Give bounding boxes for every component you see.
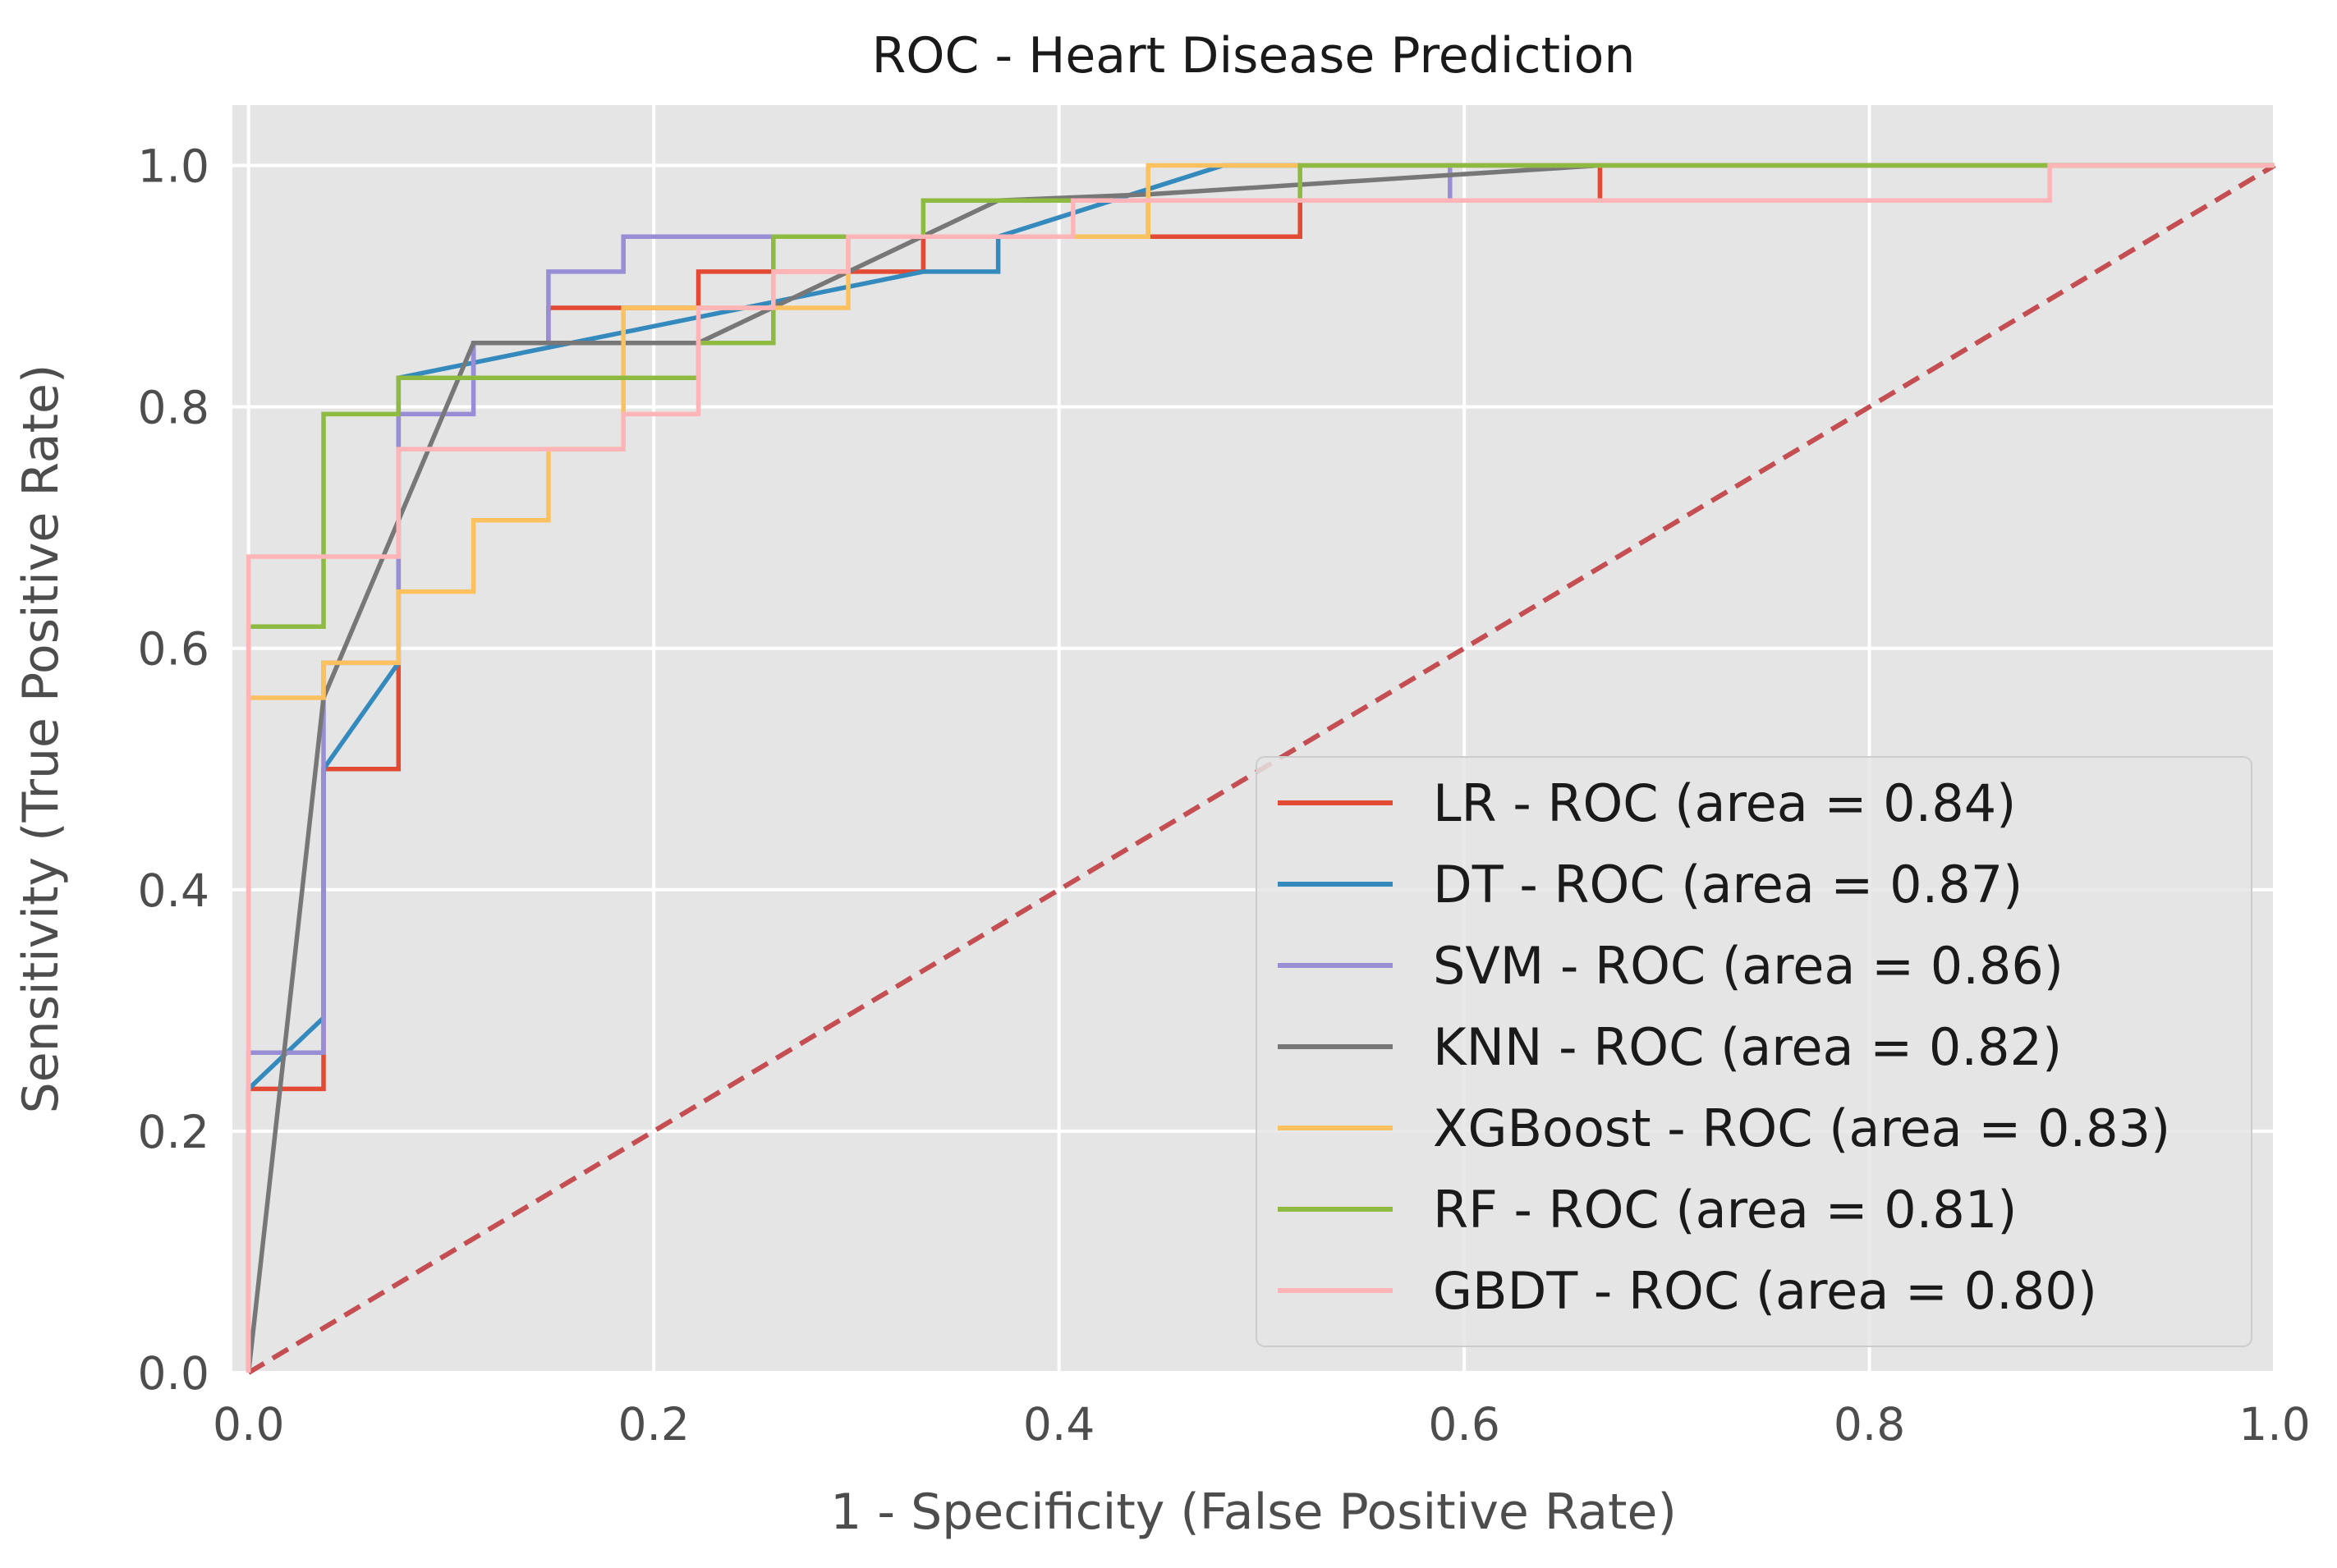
- x-axis-label: 1 - Specificity (False Positive Rate): [830, 1483, 1677, 1541]
- legend-label: XGBoost - ROC (area = 0.83): [1433, 1098, 2170, 1158]
- roc-curve-series-0: [246, 163, 2275, 1373]
- legend-label: KNN - ROC (area = 0.82): [1433, 1017, 2062, 1077]
- y-tick-label: 1.0: [138, 140, 209, 193]
- y-tick-label: 0.8: [138, 382, 209, 434]
- roc-curve-series-6: [246, 163, 2275, 1373]
- legend-label: RF - ROC (area = 0.81): [1433, 1180, 2017, 1240]
- legend-label: LR - ROC (area = 0.84): [1433, 773, 2016, 833]
- x-tick-label: 1.0: [2238, 1398, 2310, 1451]
- roc-curve-series-4: [246, 163, 2275, 1373]
- legend-box: [1256, 756, 2252, 1347]
- roc-curves: [246, 163, 2275, 1373]
- y-tick-label: 0.6: [138, 623, 209, 676]
- x-tick-label: 0.6: [1428, 1398, 1499, 1451]
- tick-labels: 0.0 0.2 0.4 0.6 0.8 1.0 0.0 0.2 0.4 0.6 0.8 1.0: [138, 140, 2311, 1451]
- y-tick-label: 0.2: [138, 1106, 209, 1158]
- legend-label: GBDT - ROC (area = 0.80): [1433, 1261, 2097, 1321]
- x-tick-label: 0.4: [1023, 1398, 1095, 1451]
- y-axis-label: Sensitivity (True Positive Rate): [12, 364, 70, 1114]
- x-tick-label: 0.2: [618, 1398, 689, 1451]
- x-tick-label: 0.0: [213, 1398, 284, 1451]
- y-tick-label: 0.0: [138, 1347, 209, 1400]
- x-tick-label: 0.8: [1834, 1398, 1905, 1451]
- legend-label: SVM - ROC (area = 0.86): [1433, 936, 2064, 996]
- legend-label: DT - ROC (area = 0.87): [1433, 855, 2022, 915]
- y-tick-label: 0.4: [138, 864, 209, 917]
- chart-title: ROC - Heart Disease Prediction: [872, 27, 1636, 85]
- legend: LR - ROC (area = 0.84) DT - ROC (area = 0…: [1256, 756, 2252, 1347]
